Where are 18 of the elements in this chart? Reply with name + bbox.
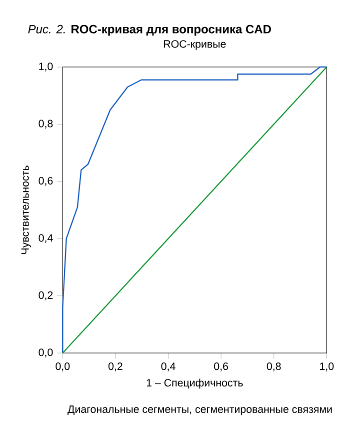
x-tick-label: 1,0 xyxy=(320,362,334,372)
chart-title: Рис. 2. ROC-кривая для вопросника CAD xyxy=(28,24,271,36)
y-tick-label: 0,8 xyxy=(38,120,53,129)
chart-subtitle: ROC-кривые xyxy=(164,40,226,50)
y-tick-label: 0,4 xyxy=(38,234,53,243)
x-tick-label: 0,6 xyxy=(214,362,228,372)
y-axis-title: Чувствительность xyxy=(21,166,31,254)
x-tick-label: 0,4 xyxy=(161,362,176,372)
x-tick-label: 0,0 xyxy=(56,362,70,372)
y-tick-label: 1,0 xyxy=(39,62,53,72)
x-axis-title: 1 – Специфичность xyxy=(146,378,243,389)
x-tick-label: 0,2 xyxy=(108,362,122,372)
text: Диагональные сегменты, сегментированные связями xyxy=(68,406,332,416)
x-tick-label: 0,8 xyxy=(266,362,281,372)
line-series xyxy=(62,66,328,354)
y-tick-label: 0,2 xyxy=(38,291,53,300)
y-tick-label: 0,6 xyxy=(38,177,53,186)
y-tick-label: 0,0 xyxy=(38,348,53,358)
